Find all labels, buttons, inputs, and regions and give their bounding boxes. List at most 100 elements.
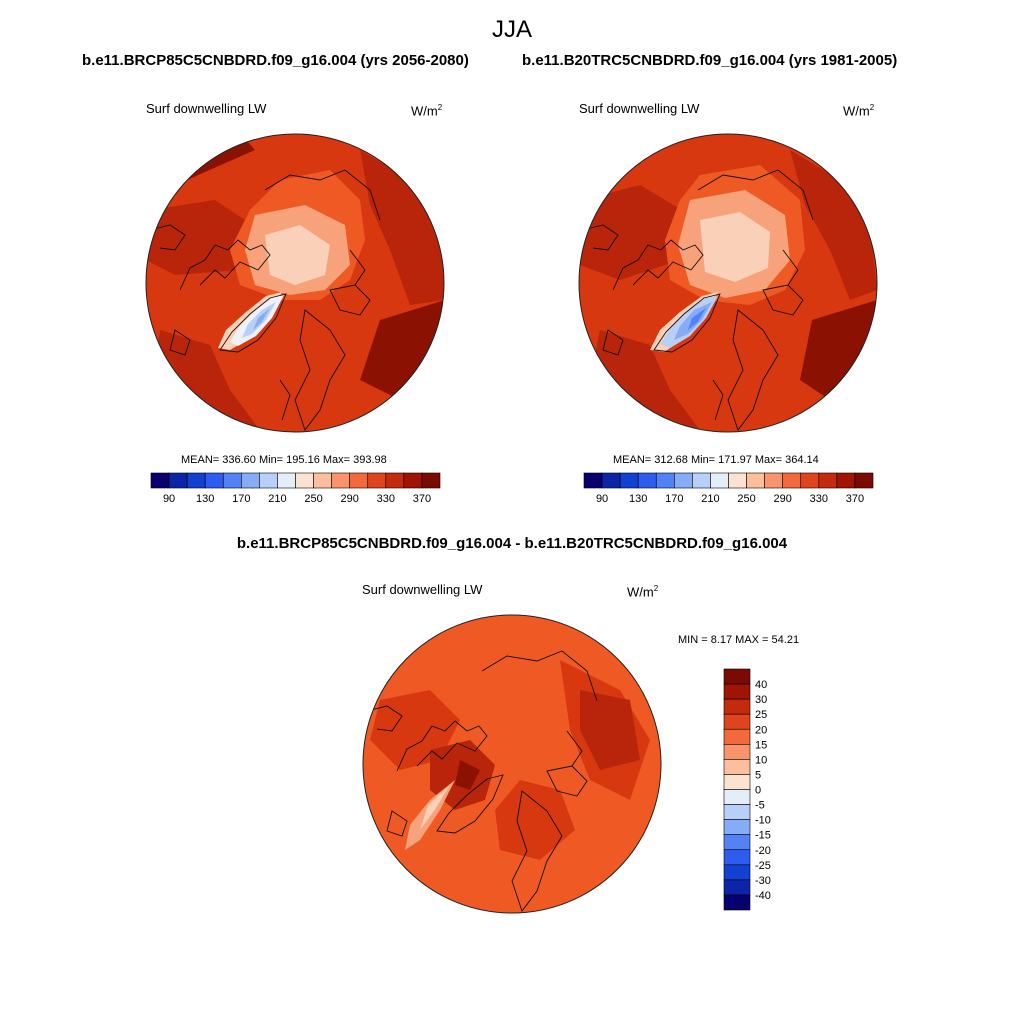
difference-colorbar-tick-label: -20 [755,845,771,857]
historical-dark-region [580,185,690,280]
future-colorbar-tick-label: 170 [232,493,250,505]
historical-colorbar-tick-label: 210 [701,493,719,505]
difference-colorbar-tick-label: 10 [755,754,767,766]
difference-colorbar-tick-label: 0 [755,785,761,797]
future-colorbar-bin [186,472,206,489]
difference-colorbar-tick-label: 15 [755,739,767,751]
difference-colorbar-bin [723,774,751,790]
difference-colorbar-tick-label: -15 [755,830,771,842]
historical-colorbar-bin [674,472,693,489]
difference-colorbar-bin [723,789,751,805]
difference-mid-region [495,780,575,860]
future-units-label: W/m2 [411,103,443,119]
difference-paler-region [420,785,450,830]
historical-colorbar-bin [692,472,711,489]
historical-colorbar-tick-label: 170 [665,493,683,505]
future-colorbar-bin [331,472,350,489]
difference-colorbar-tick-label: 30 [755,694,767,706]
difference-colorbar-tick-label: 40 [755,679,767,691]
difference-colorbar-bin [723,713,751,730]
historical-coastlines [582,169,814,431]
difference-colorbar-tick-label: 20 [755,724,767,736]
difference-coastlines [366,650,598,912]
historical-units-label: W/m2 [843,103,875,119]
future-colorbar-tick-label: 250 [304,493,322,505]
difference-colorbar-tick-label: -30 [755,875,771,887]
difference-colorbar-bin [723,683,751,700]
difference-colorbar-bin [723,668,751,685]
historical-colorbar-bin [601,472,621,489]
future-colorbar-bin [295,472,314,489]
difference-polar-map [363,615,661,913]
difference-colorbar-bin [723,894,751,911]
future-colorbar-bin [385,472,405,489]
future-colorbar-tick-label: 90 [163,493,175,505]
historical-colorbar-bin [619,472,639,489]
difference-colorbar-bin [723,879,751,896]
historical-colorbar-tick-label: 370 [846,493,864,505]
future-colorbar-bin [222,472,242,489]
historical-colorbar-bin [782,472,802,489]
difference-colorbar-tick-label: -25 [755,860,771,872]
future-colorbar-bin [241,472,260,489]
historical-dark-region [790,150,877,300]
future-colorbar-tick-label: 290 [341,493,359,505]
future-greenland-ice [253,308,270,330]
future-colorbar-bin [150,472,170,489]
historical-colorbar-bin [583,472,603,489]
future-polar-map [146,134,444,432]
difference-colorbar: 40 30 25 20 15 10 5 0 -5 -10 -15 -20 -25 -30 -40 [723,668,771,911]
historical-colorbar-bin [728,472,747,489]
future-colorbar-tick-label: 130 [196,493,214,505]
future-colorbar-bin [259,472,278,489]
historical-colorbar-bin [836,472,856,489]
future-colorbar-bin [277,472,296,489]
future-paler-region [265,225,330,285]
season-title: JJA [491,16,532,43]
difference-map-border [362,614,662,914]
future-dark-region [146,200,260,275]
difference-deep-region [455,760,480,790]
difference-dark-region [580,690,640,770]
historical-polar-map [579,134,877,432]
historical-colorbar-bin [854,472,874,489]
historical-colorbar-tick-label: 330 [810,493,828,505]
future-colorbar: 90 130 170 210 250 290 330 370 [150,472,441,505]
future-colorbar-bin [204,472,224,489]
historical-variable-label: Surf downwelling LW [579,101,700,116]
difference-stats: MIN = 8.17 MAX = 54.21 [678,634,800,646]
right-run-title: b.e11.B20TRC5CNBDRD.f09_g16.004 (yrs 198… [522,52,898,69]
historical-colorbar-bin [710,472,729,489]
difference-colorbar-bin [723,698,751,715]
difference-colorbar-bin [723,834,751,851]
historical-greenland-ice [688,308,706,330]
difference-colorbar-bin [723,804,751,820]
future-colorbar-bin [349,472,369,489]
future-coastlines [149,169,381,431]
historical-colorbar: 90 130 170 210 250 290 330 370 [583,472,874,505]
historical-paler-region [700,212,770,282]
historical-stats: MEAN= 312.68 Min= 171.97 Max= 364.14 [613,454,819,466]
future-colorbar-tick-label: 330 [377,493,395,505]
historical-dark-region [592,330,700,430]
historical-colorbar-tick-label: 250 [737,493,755,505]
difference-colorbar-bin [723,849,751,866]
difference-colorbar-bin [723,759,751,775]
historical-colorbar-bin [818,472,838,489]
future-variable-label: Surf downwelling LW [146,101,267,116]
historical-colorbar-tick-label: 130 [629,493,647,505]
future-colorbar-bin [168,472,188,489]
difference-units-label: W/m2 [627,584,659,600]
left-run-title: b.e11.BRCP85C5CNBDRD.f09_g16.004 (yrs 20… [82,52,469,69]
difference-colorbar-tick-label: -5 [755,800,765,812]
historical-deep-region [800,300,877,400]
future-colorbar-bin [313,472,332,489]
difference-colorbar-bin [723,744,751,760]
future-dark-region [155,330,260,430]
difference-colorbar-tick-label: 25 [755,709,767,721]
difference-title: b.e11.BRCP85C5CNBDRD.f09_g16.004 - b.e11… [236,535,788,552]
difference-colorbar-tick-label: -10 [755,815,771,827]
historical-colorbar-bin [655,472,675,489]
difference-colorbar-bin [723,819,751,835]
